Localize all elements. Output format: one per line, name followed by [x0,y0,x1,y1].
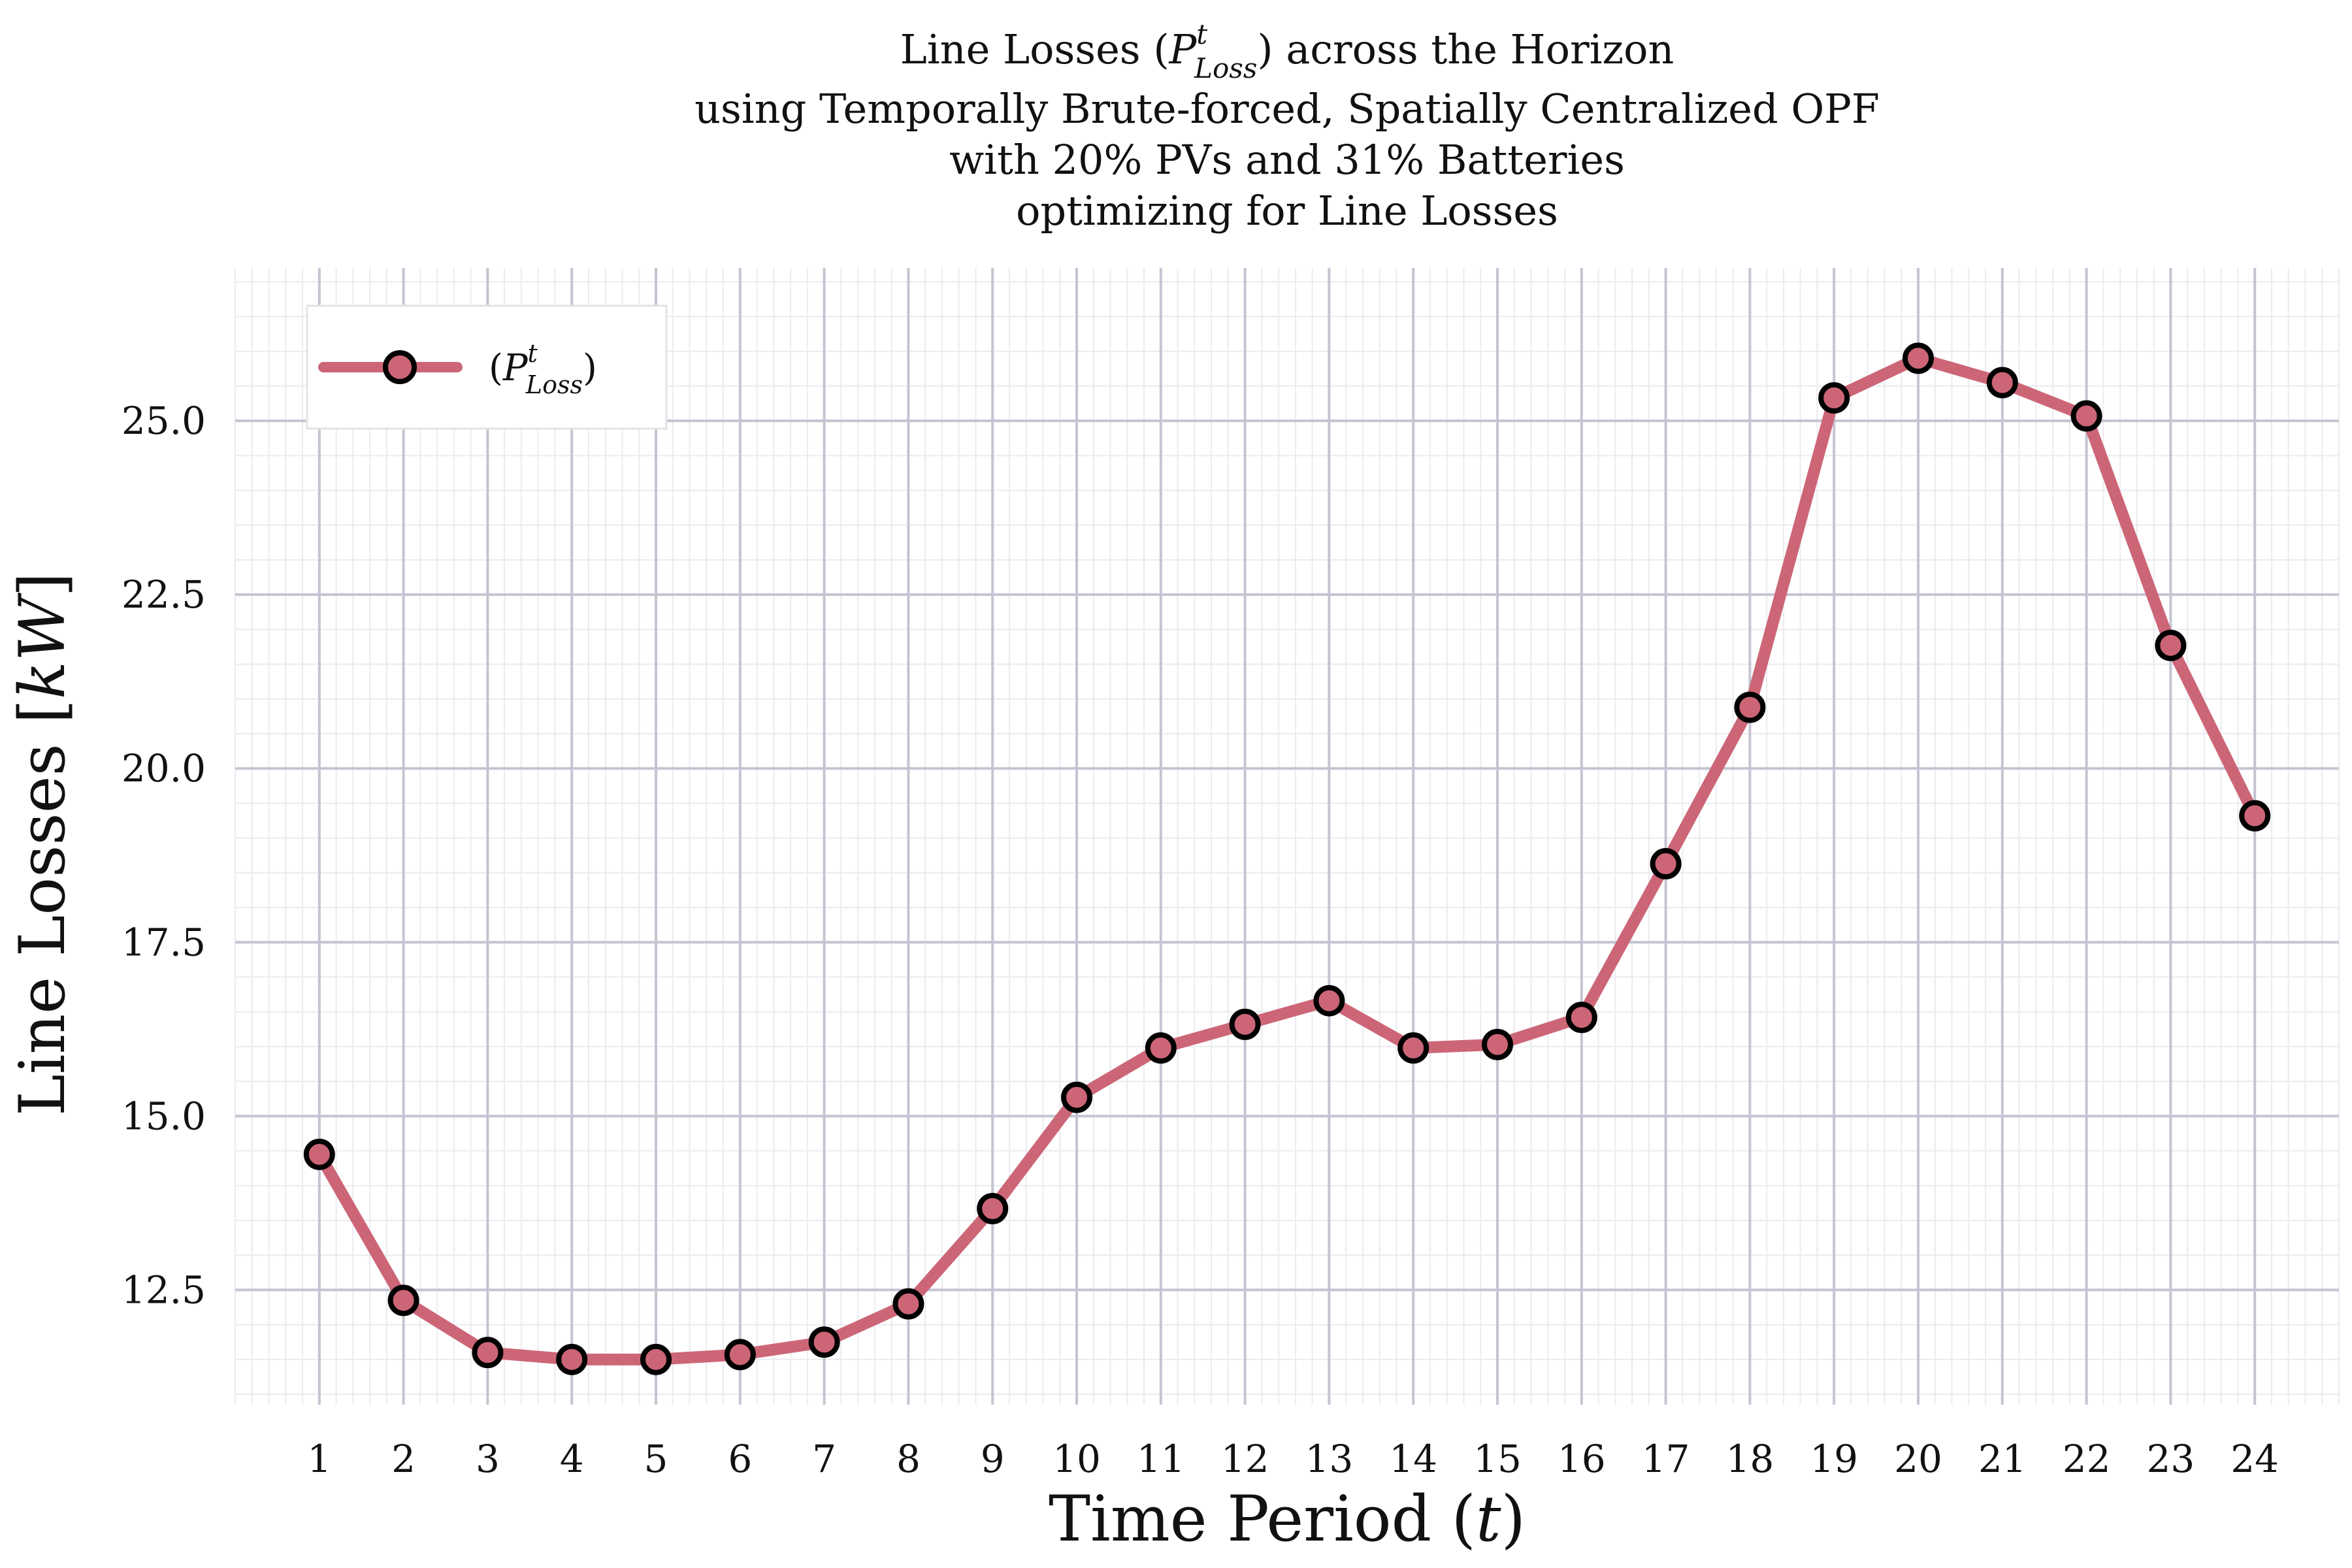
data-point [1397,1032,1429,1064]
x-tick-label: 19 [1810,1437,1858,1481]
data-point [472,1337,504,1369]
x-tick-label: 5 [644,1437,668,1481]
chart-title: Line Losses (Pt Loss) across the Horizon … [694,18,1880,235]
data-point [1313,985,1345,1017]
data-point [2070,400,2102,432]
major-grid [235,268,2339,1405]
data-point [303,1138,335,1170]
y-tick-labels: 12.5 15.0 17.5 20.0 22.5 25.0 [122,399,206,1312]
x-tick-label: 21 [1978,1437,2027,1481]
x-tick-label: 9 [981,1437,1005,1481]
x-tick-label: 8 [896,1437,921,1481]
data-point [1061,1081,1092,1113]
x-axis-label: Time Period (t) [1049,1482,1526,1556]
y-tick-label: 17.5 [122,920,206,964]
x-tick-label: 10 [1053,1437,1101,1481]
x-tick-label: 2 [391,1437,416,1481]
minor-grid [235,268,2340,1405]
x-tick-label: 13 [1305,1437,1353,1481]
x-tick-label: 3 [476,1437,500,1481]
data-point [808,1326,840,1358]
data-point [724,1339,756,1371]
data-point [1229,1008,1261,1040]
data-point [1565,1002,1597,1034]
data-point [892,1288,924,1320]
data-point [1818,382,1850,414]
data-point [1145,1032,1177,1064]
data-point [977,1192,1009,1224]
x-tick-label: 4 [560,1437,584,1481]
x-tick-label: 6 [728,1437,752,1481]
title-line-3: with 20% PVs and 31% Batteries [949,136,1625,184]
y-tick-label: 15.0 [122,1094,206,1138]
series-line [313,352,2261,1365]
x-tick-labels: 1 2 3 4 5 6 7 8 9 10 11 12 13 14 15 16 17 18 19 20 21 22 23 24 [307,1437,2279,1481]
x-tick-label: 24 [2230,1437,2279,1481]
series-layer [303,342,2271,1375]
legend-marker [383,350,417,384]
data-point [1650,848,1682,880]
data-point [1734,691,1766,723]
data-point [2155,629,2187,661]
x-tick-label: 14 [1389,1437,1437,1481]
title-line-2: using Temporally Brute-forced, Spatially… [694,85,1880,133]
x-tick-label: 23 [2146,1437,2195,1481]
data-point [640,1343,672,1375]
x-tick-label: 1 [307,1437,331,1481]
title-line-1: Line Losses (Pt Loss) across the Horizon [900,18,1674,84]
y-tick-label: 12.5 [122,1267,206,1312]
data-point [556,1343,588,1375]
x-tick-label: 12 [1221,1437,1269,1481]
data-point [2239,800,2271,832]
x-tick-label: 11 [1137,1437,1185,1481]
x-tick-label: 20 [1894,1437,1942,1481]
y-tick-label: 22.5 [122,572,206,617]
x-tick-label: 16 [1558,1437,1606,1481]
x-tick-label: 17 [1642,1437,1690,1481]
x-tick-label: 22 [2063,1437,2111,1481]
x-tick-label: 7 [812,1437,836,1481]
data-point [1903,342,1934,374]
x-tick-label: 15 [1473,1437,1522,1481]
y-axis-label: Line Losses [kW] [6,572,79,1116]
y-tick-label: 25.0 [122,399,206,443]
legend: (Pt Loss) [306,304,668,430]
data-point [387,1284,419,1316]
data-point [1986,367,2018,399]
data-point [1482,1028,1513,1060]
x-tick-label: 18 [1725,1437,1774,1481]
legend-label-p-loss: (Pt Loss) [489,339,597,399]
y-tick-label: 20.0 [122,746,206,791]
title-line-4: optimizing for Line Losses [1016,187,1558,235]
